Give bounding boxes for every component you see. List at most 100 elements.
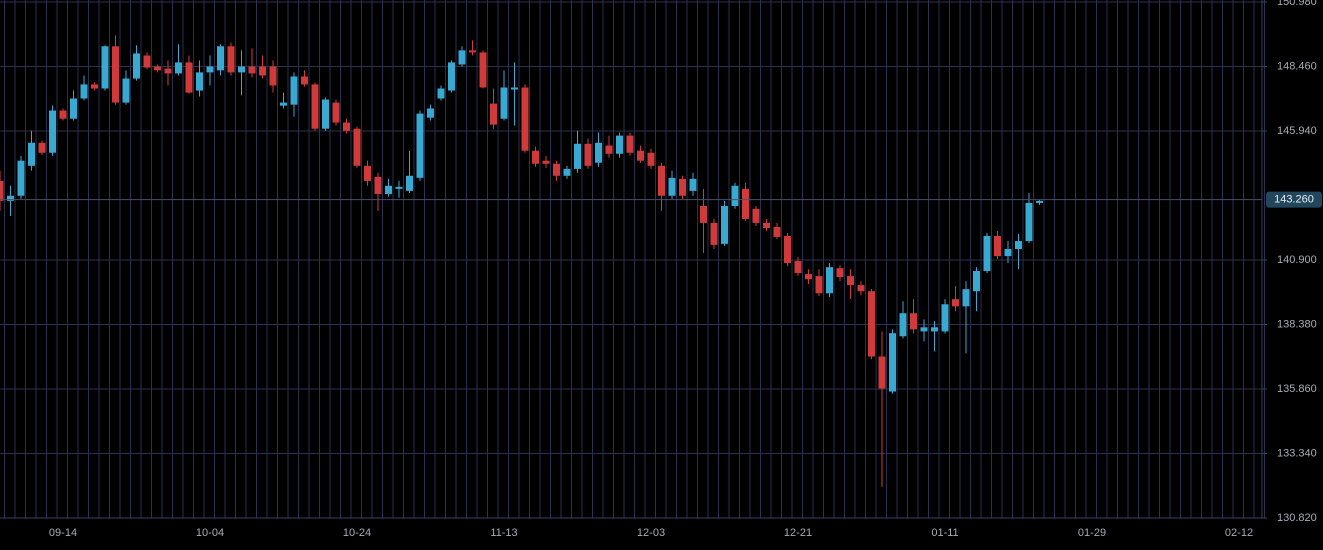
candle-body <box>238 66 245 73</box>
candle-body <box>563 168 571 176</box>
candle-body <box>805 274 812 280</box>
candle-body <box>248 66 256 74</box>
candle-body <box>605 145 613 154</box>
candle-body <box>175 62 182 74</box>
candle-body <box>689 178 697 191</box>
x-tick-label: 10-04 <box>196 527 224 539</box>
candle-body <box>1004 248 1012 257</box>
candle-body <box>542 160 550 164</box>
axes: 150.980 148.460 145.940 140.900 138.380 135.8… <box>0 0 1322 539</box>
candle-body <box>353 128 361 166</box>
candle-body <box>521 87 529 151</box>
x-tick-label: 11-13 <box>490 527 517 539</box>
candle-body <box>910 313 917 330</box>
y-tick-label: 130.820 <box>1277 512 1317 524</box>
y-tick-label: 145.940 <box>1277 125 1317 137</box>
candle-body <box>322 99 329 129</box>
candle-body <box>458 50 466 65</box>
candle-body <box>668 177 676 196</box>
candle-body <box>374 176 382 194</box>
candle-body <box>868 291 875 357</box>
candle-body <box>500 87 508 119</box>
candle-body <box>794 261 802 274</box>
candle-body <box>395 186 403 189</box>
candle-body <box>889 333 896 392</box>
candle-body <box>17 160 25 196</box>
candle-body <box>143 55 151 68</box>
candle-body <box>437 88 445 99</box>
x-tick-label: 01-11 <box>931 527 958 539</box>
candle-body <box>878 356 886 389</box>
candle-body <box>826 267 833 294</box>
candle-body <box>28 142 35 166</box>
candle-body <box>584 143 592 166</box>
candle-body <box>206 66 214 73</box>
candle-body <box>133 53 140 79</box>
y-tick-label: 138.380 <box>1277 318 1317 330</box>
x-tick-label: 10-24 <box>343 527 371 539</box>
candle-body <box>112 46 119 103</box>
candle-body <box>416 113 424 178</box>
candle-body <box>847 276 854 286</box>
candle-body <box>784 235 791 264</box>
last-price-tag <box>1266 191 1322 208</box>
candle-body <box>269 66 277 86</box>
candle-body <box>815 276 823 294</box>
candle-body <box>185 62 193 93</box>
y-tick-label: 148.460 <box>1277 60 1317 72</box>
candle-body <box>511 87 518 90</box>
candle-body <box>857 285 865 292</box>
candle-body <box>227 46 235 73</box>
candle-body <box>731 185 739 206</box>
candle-body <box>962 289 970 307</box>
plot-area <box>0 35 1262 487</box>
candle-body <box>385 185 392 194</box>
last-price-label: 143.260 <box>1274 194 1314 206</box>
candle-body <box>700 205 707 223</box>
candle-body <box>164 68 172 74</box>
x-tick-label: 12-03 <box>637 527 665 539</box>
candle-body <box>290 76 298 105</box>
candle-body <box>259 66 266 76</box>
candle-body <box>406 175 413 191</box>
candle-body <box>626 135 634 153</box>
candle-body <box>742 188 749 220</box>
candle-body <box>637 150 644 161</box>
candle-body <box>196 72 203 91</box>
candle-body <box>280 102 287 106</box>
candle-body <box>679 178 686 196</box>
candle-body <box>1025 202 1033 242</box>
candle-body <box>899 313 907 337</box>
candle-body <box>101 46 109 89</box>
grid <box>0 0 1265 519</box>
x-tick-label: 09-14 <box>49 527 77 539</box>
x-tick-label: 01-29 <box>1078 527 1106 539</box>
x-tick-label: 02-12 <box>1225 527 1253 539</box>
candle-body <box>752 208 760 223</box>
candle-body <box>80 84 88 99</box>
candle-body <box>217 46 224 71</box>
candle-body <box>154 66 161 71</box>
candle-body <box>574 143 581 169</box>
candle-body <box>343 122 350 131</box>
candle-body <box>427 108 434 118</box>
candle-body <box>59 110 67 119</box>
candle-body <box>70 98 77 119</box>
candle-body <box>941 304 949 332</box>
candle-body <box>311 84 319 129</box>
candle-body <box>553 163 560 176</box>
candle-body <box>983 235 991 272</box>
candle-body <box>91 84 98 89</box>
candle-body <box>7 195 14 201</box>
candle-body <box>469 50 476 53</box>
y-tick-label: 150.980 <box>1277 0 1317 8</box>
candle-body <box>1036 200 1043 203</box>
candle-body <box>994 235 1001 257</box>
candle-body <box>616 135 623 154</box>
candle-body <box>122 78 130 103</box>
candle-body <box>595 142 602 163</box>
candle-body <box>364 165 371 181</box>
